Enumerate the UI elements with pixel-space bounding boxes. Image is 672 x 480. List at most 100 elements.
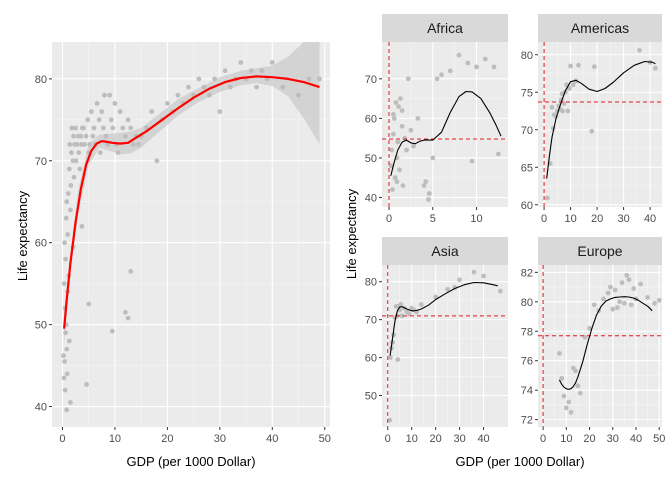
- facet-fit-line: [389, 281, 499, 356]
- data-point: [565, 108, 571, 114]
- africa-panel: 0 5 10 40 50 60 70 Africa: [365, 14, 508, 225]
- data-point: [149, 109, 155, 114]
- data-point: [71, 133, 76, 139]
- y-tick-label: 40: [365, 193, 377, 205]
- data-point: [395, 139, 401, 145]
- data-point: [306, 76, 312, 82]
- data-point: [238, 60, 244, 65]
- y-tick-label: 80: [35, 74, 47, 86]
- data-point: [423, 179, 429, 185]
- data-point: [69, 125, 75, 131]
- data-point: [85, 117, 91, 123]
- x-tick-label: 40: [266, 433, 278, 445]
- data-point: [90, 133, 96, 139]
- data-point: [64, 346, 70, 352]
- plot-area: [538, 42, 662, 207]
- data-point: [406, 311, 412, 317]
- data-point: [656, 297, 662, 303]
- data-point: [65, 232, 71, 237]
- data-point: [566, 399, 572, 405]
- y-tick-label: 70: [35, 156, 47, 168]
- data-point: [392, 175, 398, 181]
- data-point: [61, 281, 67, 286]
- facet-x-axis-title: GDP (per 1000 Dollar): [455, 454, 584, 469]
- data-point: [128, 269, 134, 274]
- data-point: [589, 128, 595, 134]
- facet-strip-label: Europe: [577, 243, 622, 259]
- x-tick-label: 30: [214, 433, 226, 445]
- facet-fit-line: [390, 90, 502, 176]
- facet-strip: [382, 237, 508, 265]
- data-point: [102, 92, 107, 98]
- data-point: [471, 269, 477, 275]
- data-point: [645, 295, 650, 300]
- data-point: [549, 104, 555, 110]
- data-point: [568, 409, 574, 415]
- data-point: [399, 123, 405, 129]
- y-tick-label: 65: [521, 162, 533, 174]
- main-panel: 0 10 20 30 40 50 40 50 60 70 80: [35, 42, 331, 445]
- data-point: [101, 125, 106, 131]
- data-point: [64, 407, 70, 413]
- data-point: [615, 305, 620, 311]
- facet-strip-label: Americas: [571, 20, 629, 36]
- data-point: [165, 101, 170, 106]
- data-point: [610, 306, 616, 312]
- data-point: [68, 183, 74, 188]
- data-point: [84, 382, 89, 387]
- data-point: [474, 64, 479, 70]
- data-point: [64, 199, 70, 205]
- y-tick-label: 60: [35, 238, 47, 250]
- data-point: [73, 158, 79, 164]
- data-point: [491, 64, 497, 70]
- data-point: [399, 108, 405, 113]
- data-point: [186, 84, 191, 90]
- data-point: [456, 52, 462, 58]
- data-point: [626, 277, 632, 283]
- x-tick-label: 30: [617, 213, 629, 225]
- data-point: [99, 109, 105, 114]
- data-point: [573, 78, 579, 84]
- data-point: [110, 125, 116, 131]
- data-point: [62, 387, 68, 393]
- data-point: [577, 390, 583, 396]
- main-y-axis-title: Life expectancy: [15, 190, 30, 281]
- data-point: [421, 183, 427, 189]
- data-point: [430, 155, 436, 161]
- data-point: [568, 63, 573, 69]
- data-point: [605, 290, 611, 296]
- data-point: [65, 191, 71, 196]
- data-point: [638, 281, 643, 287]
- data-point: [254, 84, 259, 90]
- data-point: [391, 112, 396, 117]
- data-point: [408, 127, 414, 133]
- data-point: [123, 133, 128, 139]
- data-point: [388, 163, 394, 169]
- y-tick-label: 72: [521, 415, 533, 427]
- data-point: [269, 60, 275, 65]
- x-tick-label: 10: [406, 433, 418, 445]
- data-point: [391, 131, 396, 137]
- y-tick-label: 60: [521, 200, 533, 212]
- data-point: [395, 357, 401, 362]
- data-point: [399, 313, 405, 319]
- x-tick-label: 20: [583, 433, 595, 445]
- data-point: [76, 150, 82, 156]
- x-tick-label: 5: [430, 213, 436, 225]
- x-tick-label: 0: [385, 433, 391, 445]
- data-point: [387, 417, 393, 423]
- data-point: [259, 68, 265, 74]
- data-point: [389, 147, 394, 153]
- y-tick-label: 50: [35, 320, 47, 332]
- facet-strip: [382, 14, 508, 42]
- data-point: [411, 143, 416, 149]
- smooth-fit-line: [63, 75, 320, 329]
- data-point: [563, 405, 569, 411]
- data-point: [426, 191, 432, 196]
- data-point: [415, 116, 421, 121]
- data-point: [61, 375, 67, 381]
- y-tick-label: 80: [521, 50, 533, 62]
- data-point: [418, 302, 424, 307]
- y-tick-label: 80: [521, 297, 533, 309]
- data-point: [125, 315, 131, 321]
